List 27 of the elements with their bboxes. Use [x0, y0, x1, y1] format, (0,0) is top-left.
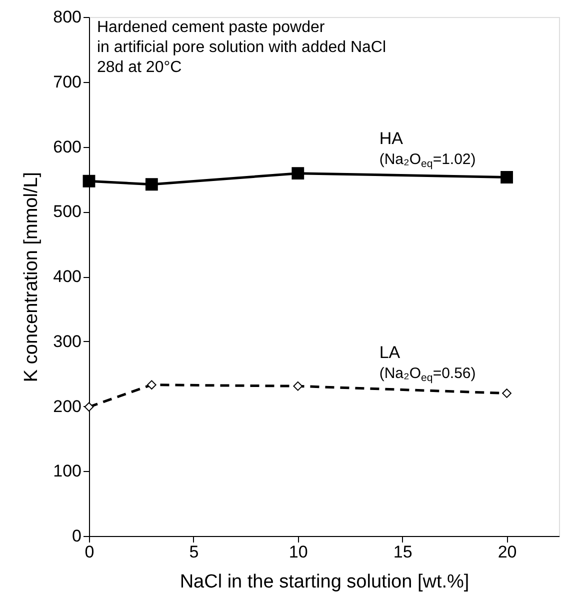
x-tick-label: 15: [393, 542, 412, 562]
y-tick-label: 200: [53, 396, 82, 416]
point: [82, 174, 96, 188]
text: Hardened cement paste powder in artificial pore solution with added NaCl 28d at 20°C: [97, 19, 386, 76]
y-tick-label: 600: [53, 137, 82, 156]
x-tick-label: 10: [288, 542, 308, 562]
point: [292, 167, 304, 180]
point: [500, 171, 513, 184]
point: [146, 380, 156, 390]
y-axis-title: K concentration [mmol/L]: [21, 172, 42, 382]
series-label: HA: [379, 128, 404, 148]
point: [293, 381, 303, 391]
point: [84, 402, 94, 412]
y-tick-label: 100: [53, 462, 82, 481]
y-tick-label: 500: [53, 202, 82, 222]
x-tick-label: 20: [498, 542, 517, 562]
point: [502, 388, 512, 398]
series-label: LA: [379, 342, 401, 362]
point: [145, 178, 158, 191]
y-tick-label: 300: [53, 332, 82, 351]
x-axis-title: NaCl in the starting solution [wt.%]: [180, 572, 470, 592]
y-tick-label: 400: [53, 267, 82, 286]
y-tick-label: 800: [53, 8, 82, 26]
x-tick-label: 5: [189, 542, 199, 562]
x-tick-label: 0: [84, 542, 94, 562]
y-tick-label: 700: [53, 72, 82, 92]
y-tick-label: 0: [72, 526, 82, 546]
